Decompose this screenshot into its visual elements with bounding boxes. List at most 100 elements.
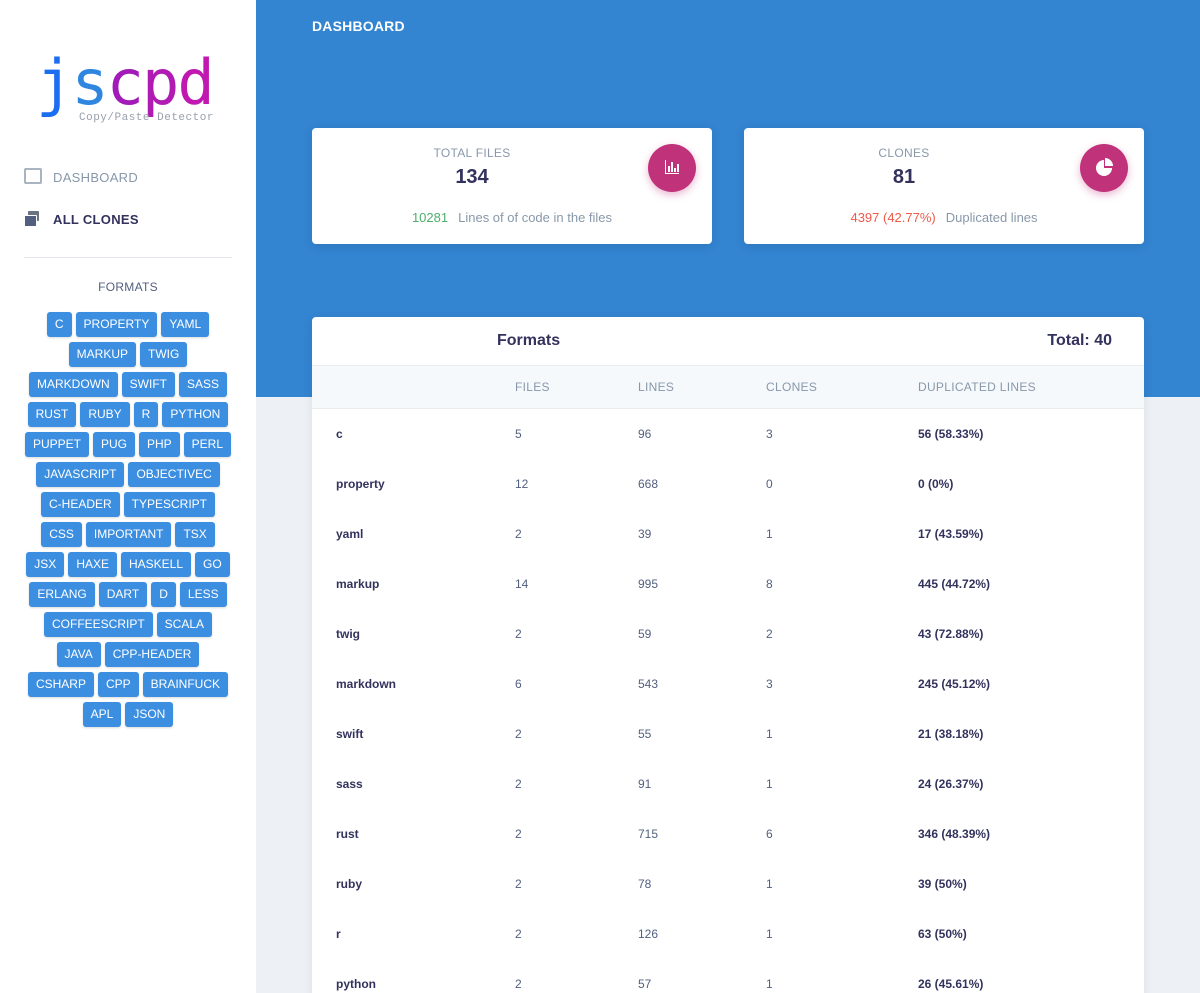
format-tag[interactable]: PROPERTY: [75, 312, 158, 337]
row-clones: 1: [766, 977, 773, 991]
format-tag[interactable]: JAVASCRIPT: [36, 462, 125, 487]
header-clones: CLONES: [766, 380, 818, 394]
nav-item-all-clones-label: ALL CLONES: [53, 211, 139, 227]
row-lines: 543: [638, 677, 659, 691]
total-files-label: TOTAL FILES: [433, 146, 511, 160]
format-tag[interactable]: ERLANG: [29, 582, 95, 607]
sidebar-divider: [24, 257, 232, 258]
format-tag[interactable]: CPP-HEADER: [104, 642, 200, 667]
table-row[interactable]: c 5 96 3 56 (58.33%): [312, 409, 1144, 459]
table-row[interactable]: twig 2 59 2 43 (72.88%): [312, 609, 1144, 659]
nav-item-dashboard[interactable]: DASHBOARD: [24, 166, 232, 188]
format-tag[interactable]: SCALA: [156, 612, 213, 637]
format-tag[interactable]: COFFEESCRIPT: [43, 612, 153, 637]
row-files: 2: [515, 927, 522, 941]
table-row[interactable]: r 2 126 1 63 (50%): [312, 909, 1144, 959]
row-clones: 1: [766, 777, 773, 791]
format-tag[interactable]: DART: [98, 582, 148, 607]
format-tag[interactable]: PHP: [138, 432, 180, 457]
format-tag[interactable]: JSX: [26, 552, 65, 577]
row-lines: 59: [638, 627, 652, 641]
pie-chart-icon: [1096, 158, 1113, 176]
format-tag[interactable]: C: [46, 312, 72, 337]
table-row[interactable]: sass 2 91 1 24 (26.37%): [312, 759, 1144, 809]
format-tag[interactable]: SASS: [178, 372, 227, 397]
format-tag[interactable]: BRAINFUCK: [142, 672, 229, 697]
table-row[interactable]: markup 14 995 8 445 (44.72%): [312, 559, 1144, 609]
table-row[interactable]: yaml 2 39 1 17 (43.59%): [312, 509, 1144, 559]
row-clones: 6: [766, 827, 773, 841]
row-format-name: r: [336, 927, 341, 941]
row-files: 2: [515, 777, 522, 791]
table-row[interactable]: swift 2 55 1 21 (38.18%): [312, 709, 1144, 759]
format-tag[interactable]: C-HEADER: [40, 492, 120, 517]
format-tag[interactable]: R: [133, 402, 159, 427]
format-tag[interactable]: RUBY: [80, 402, 130, 427]
page-title: DASHBOARD: [312, 18, 405, 34]
format-tag[interactable]: JSON: [125, 702, 174, 727]
row-duplicated-lines: 445 (44.72%): [918, 577, 991, 591]
row-files: 2: [515, 877, 522, 891]
lines-of-code-count: 10281: [411, 210, 449, 225]
lines-of-code-text: Lines of of code in the files: [458, 210, 613, 225]
table-row[interactable]: markdown 6 543 3 245 (45.12%): [312, 659, 1144, 709]
formats-table-card: Formats Total: 40 FILES LINES CLONES DUP…: [312, 317, 1144, 993]
row-clones: 1: [766, 727, 773, 741]
formats-heading: FORMATS: [98, 280, 158, 294]
row-format-name: property: [336, 477, 385, 491]
bar-chart-icon: [665, 160, 679, 174]
table-row[interactable]: property 12 668 0 0 (0%): [312, 459, 1144, 509]
format-tag[interactable]: RUST: [27, 402, 77, 427]
format-tag[interactable]: MARKDOWN: [28, 372, 118, 397]
row-lines: 715: [638, 827, 659, 841]
format-tag[interactable]: IMPORTANT: [85, 522, 172, 547]
row-format-name: swift: [336, 727, 364, 741]
row-files: 6: [515, 677, 522, 691]
format-tag[interactable]: PUG: [92, 432, 135, 457]
sidebar: jscpd Copy/Paste Detector DASHBOARD ALL …: [0, 0, 256, 993]
nav-item-all-clones[interactable]: ALL CLONES: [24, 208, 232, 230]
format-tag[interactable]: MARKUP: [68, 342, 136, 367]
row-format-name: yaml: [336, 527, 364, 541]
row-files: 14: [515, 577, 529, 591]
table-row[interactable]: ruby 2 78 1 39 (50%): [312, 859, 1144, 909]
row-format-name: twig: [336, 627, 360, 641]
format-tag[interactable]: CPP: [97, 672, 139, 697]
format-tag[interactable]: TYPESCRIPT: [123, 492, 216, 517]
row-clones: 3: [766, 677, 773, 691]
format-tag[interactable]: OBJECTIVEC: [128, 462, 220, 487]
row-clones: 1: [766, 527, 773, 541]
format-tag[interactable]: YAML: [161, 312, 210, 337]
table-row[interactable]: python 2 57 1 26 (45.61%): [312, 959, 1144, 993]
format-tag[interactable]: JAVA: [56, 642, 101, 667]
row-duplicated-lines: 26 (45.61%): [918, 977, 984, 991]
nav-item-dashboard-label: DASHBOARD: [53, 169, 139, 185]
row-format-name: ruby: [336, 877, 363, 891]
format-tag[interactable]: TSX: [175, 522, 215, 547]
format-tag[interactable]: CSHARP: [27, 672, 94, 697]
row-clones: 0: [766, 477, 773, 491]
format-tag[interactable]: GO: [195, 552, 230, 577]
row-duplicated-lines: 63 (50%): [918, 927, 967, 941]
table-body: c 5 96 3 56 (58.33%) property 12 668 0 0 (0%) yaml…: [312, 409, 1144, 993]
format-tag[interactable]: PERL: [183, 432, 232, 457]
jscpd-logo[interactable]: jscpd Copy/Paste Detector: [36, 50, 236, 130]
format-tag[interactable]: CSS: [41, 522, 82, 547]
row-duplicated-lines: 0 (0%): [918, 477, 954, 491]
row-clones: 8: [766, 577, 773, 591]
format-tag[interactable]: PYTHON: [162, 402, 229, 427]
row-files: 2: [515, 627, 522, 641]
format-tag[interactable]: APL: [82, 702, 122, 727]
table-row[interactable]: rust 2 715 6 346 (48.39%): [312, 809, 1144, 859]
row-lines: 668: [638, 477, 659, 491]
format-tag[interactable]: HASKELL: [121, 552, 192, 577]
format-tag[interactable]: D: [151, 582, 176, 607]
row-format-name: markdown: [336, 677, 397, 691]
row-duplicated-lines: 24 (26.37%): [918, 777, 984, 791]
format-tag[interactable]: LESS: [179, 582, 227, 607]
format-tag[interactable]: TWIG: [140, 342, 188, 367]
format-tag[interactable]: HAXE: [68, 552, 117, 577]
row-duplicated-lines: 346 (48.39%): [918, 827, 991, 841]
format-tag[interactable]: PUPPET: [24, 432, 89, 457]
format-tag[interactable]: SWIFT: [121, 372, 175, 397]
